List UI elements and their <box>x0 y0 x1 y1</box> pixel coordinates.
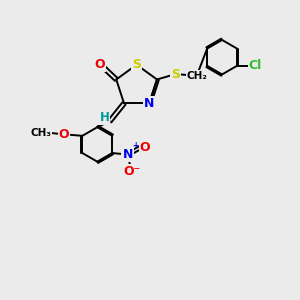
Text: S: S <box>171 68 180 81</box>
Text: O⁻: O⁻ <box>124 165 141 178</box>
Text: H: H <box>100 111 110 124</box>
Text: +: + <box>132 141 139 150</box>
Text: N: N <box>144 97 154 110</box>
Text: CH₂: CH₂ <box>186 70 207 81</box>
Text: S: S <box>132 58 141 71</box>
Text: Cl: Cl <box>249 59 262 72</box>
Text: N: N <box>122 148 133 161</box>
Text: O: O <box>58 128 69 141</box>
Text: O: O <box>140 141 150 154</box>
Text: CH₃: CH₃ <box>30 128 51 138</box>
Text: O: O <box>94 58 105 70</box>
